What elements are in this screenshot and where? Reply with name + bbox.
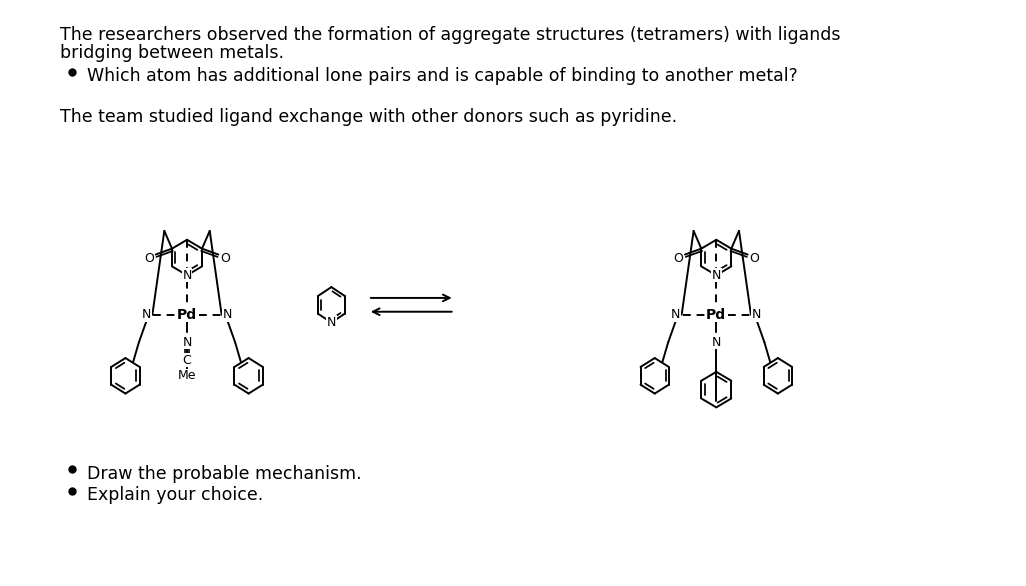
Text: The team studied ligand exchange with other donors such as pyridine.: The team studied ligand exchange with ot… [60,108,677,125]
Text: Pd: Pd [706,308,726,322]
Text: O: O [221,252,230,265]
Text: O: O [144,252,154,265]
Text: bridging between metals.: bridging between metals. [60,43,284,62]
Text: N: N [712,336,721,349]
Text: N: N [142,308,151,321]
Text: The researchers observed the formation of aggregate structures (tetramers) with : The researchers observed the formation o… [60,26,840,44]
Text: N: N [671,308,680,321]
Text: O: O [673,252,683,265]
Text: Which atom has additional lone pairs and is capable of binding to another metal?: Which atom has additional lone pairs and… [87,67,797,85]
Text: Pd: Pd [176,308,197,322]
Text: N: N [183,336,192,349]
Text: Me: Me [177,369,196,382]
Text: N: N [326,316,337,329]
Text: Draw the probable mechanism.: Draw the probable mechanism. [87,465,361,482]
Text: Explain your choice.: Explain your choice. [87,486,264,504]
Text: O: O [749,252,759,265]
Text: N: N [183,269,192,282]
Text: N: N [712,269,721,282]
Text: N: N [752,308,761,321]
Text: C: C [183,353,192,366]
Text: N: N [223,308,232,321]
